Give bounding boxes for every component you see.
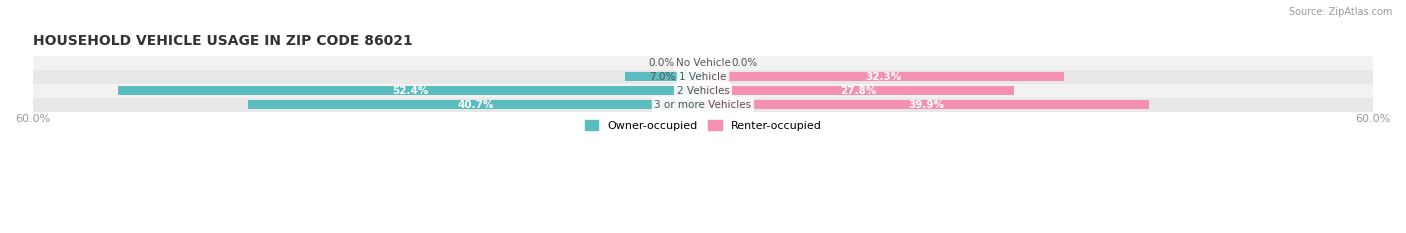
Text: No Vehicle: No Vehicle xyxy=(675,58,731,68)
Text: 39.9%: 39.9% xyxy=(908,100,943,110)
Text: 40.7%: 40.7% xyxy=(457,100,494,110)
Bar xyxy=(703,100,1149,109)
Text: 3 or more Vehicles: 3 or more Vehicles xyxy=(654,100,752,110)
Bar xyxy=(624,72,703,81)
Text: HOUSEHOLD VEHICLE USAGE IN ZIP CODE 86021: HOUSEHOLD VEHICLE USAGE IN ZIP CODE 8602… xyxy=(32,34,412,48)
Text: 2 Vehicles: 2 Vehicles xyxy=(676,86,730,96)
Bar xyxy=(118,86,703,95)
Text: Source: ZipAtlas.com: Source: ZipAtlas.com xyxy=(1288,7,1392,17)
Text: 7.0%: 7.0% xyxy=(648,72,675,82)
Bar xyxy=(32,98,1374,112)
Text: 52.4%: 52.4% xyxy=(392,86,429,96)
Bar xyxy=(32,56,1374,70)
Text: 0.0%: 0.0% xyxy=(731,58,758,68)
Text: 1 Vehicle: 1 Vehicle xyxy=(679,72,727,82)
Bar xyxy=(32,84,1374,98)
Bar xyxy=(703,86,1014,95)
Legend: Owner-occupied, Renter-occupied: Owner-occupied, Renter-occupied xyxy=(581,116,825,135)
Bar xyxy=(32,70,1374,84)
Text: 32.3%: 32.3% xyxy=(865,72,901,82)
Bar xyxy=(703,72,1064,81)
Text: 27.8%: 27.8% xyxy=(841,86,876,96)
Text: 0.0%: 0.0% xyxy=(648,58,675,68)
Bar xyxy=(249,100,703,109)
